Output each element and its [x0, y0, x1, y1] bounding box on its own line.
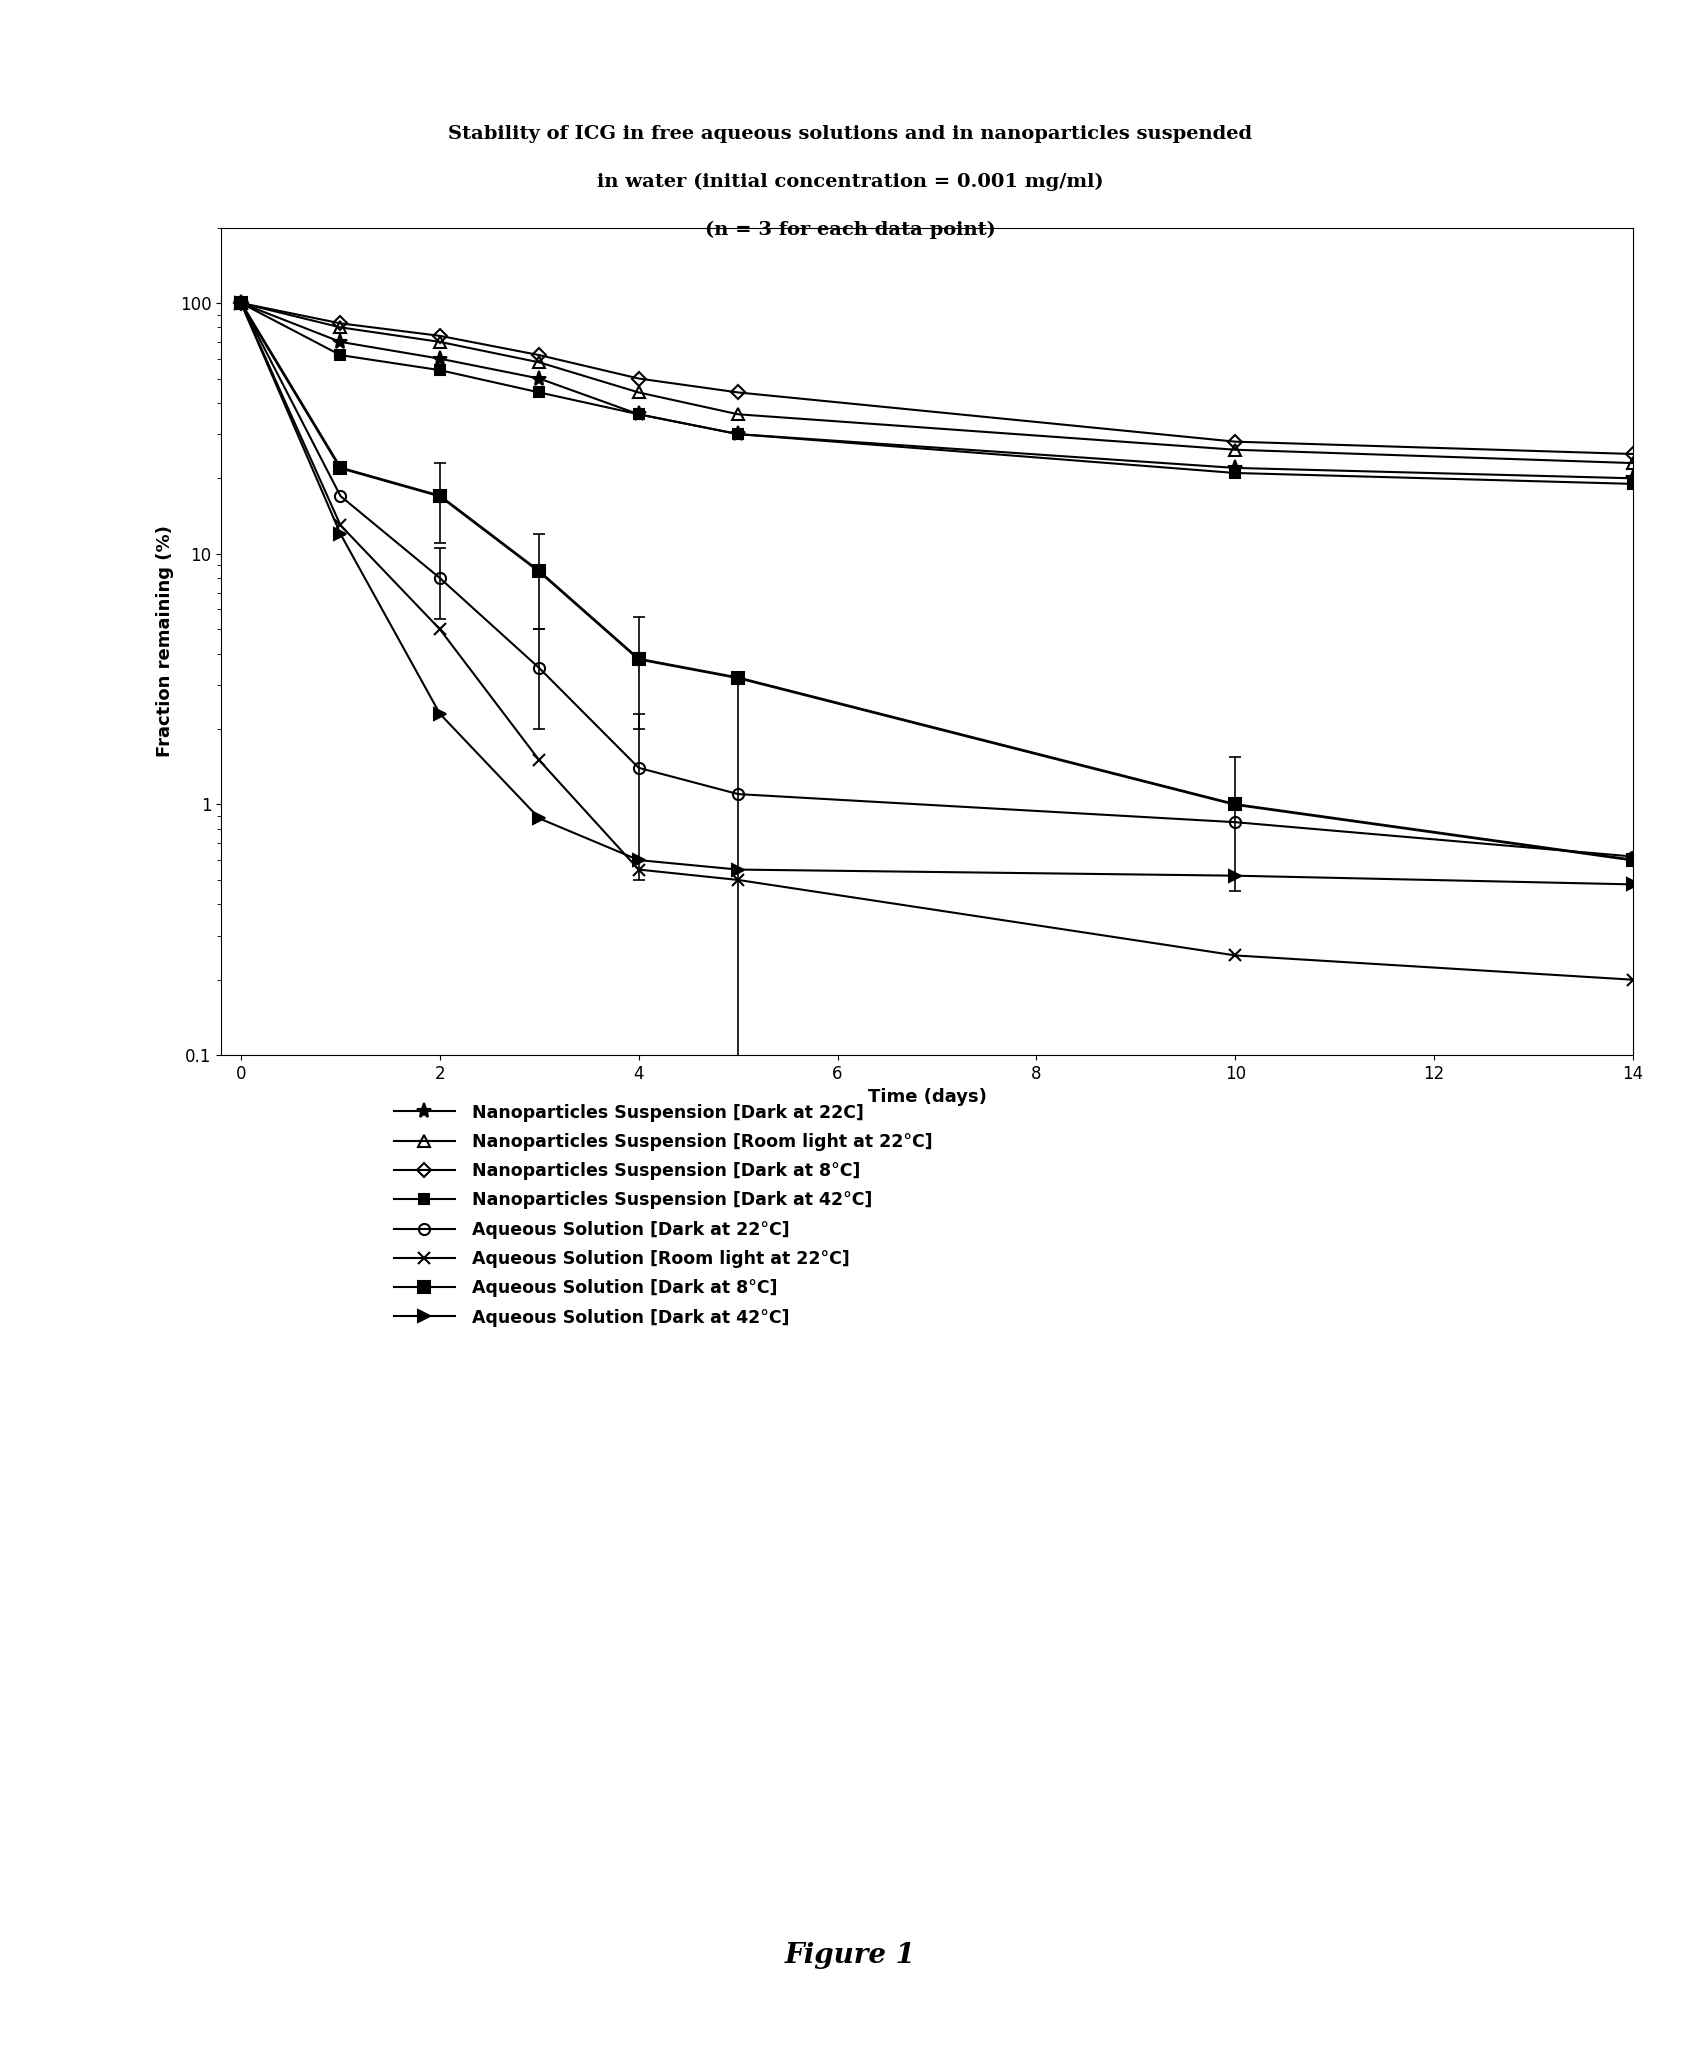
X-axis label: Time (days): Time (days)	[868, 1088, 987, 1107]
Text: in water (initial concentration = 0.001 mg/ml): in water (initial concentration = 0.001 …	[597, 174, 1104, 190]
Text: Stability of ICG in free aqueous solutions and in nanoparticles suspended: Stability of ICG in free aqueous solutio…	[449, 126, 1252, 143]
Y-axis label: Fraction remaining (%): Fraction remaining (%)	[156, 526, 174, 757]
Legend: Nanoparticles Suspension [Dark at 22C], Nanoparticles Suspension [Room light at : Nanoparticles Suspension [Dark at 22C], …	[386, 1097, 939, 1332]
Text: Figure 1: Figure 1	[786, 1941, 915, 1970]
Text: (n = 3 for each data point): (n = 3 for each data point)	[706, 221, 995, 238]
